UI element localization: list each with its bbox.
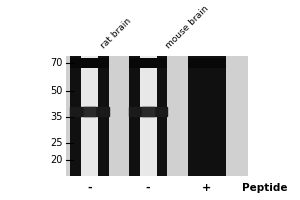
Text: -: - bbox=[87, 183, 92, 193]
Text: rat brain: rat brain bbox=[99, 17, 133, 51]
Text: -: - bbox=[146, 183, 151, 193]
Polygon shape bbox=[142, 107, 154, 116]
Bar bbox=[81, 56, 98, 176]
Text: mouse brain: mouse brain bbox=[164, 4, 210, 51]
Text: 70: 70 bbox=[51, 58, 63, 68]
Bar bbox=[66, 56, 248, 176]
Bar bbox=[188, 58, 226, 68]
Text: +: + bbox=[202, 183, 212, 193]
Text: Peptide: Peptide bbox=[242, 183, 288, 193]
Polygon shape bbox=[129, 107, 167, 116]
Bar bbox=[70, 56, 109, 176]
Bar bbox=[129, 58, 167, 68]
Bar bbox=[129, 56, 167, 176]
Text: 35: 35 bbox=[51, 112, 63, 122]
Text: 20: 20 bbox=[51, 155, 63, 165]
Bar bbox=[188, 56, 226, 176]
Bar bbox=[70, 58, 109, 68]
Polygon shape bbox=[84, 107, 95, 116]
Text: 25: 25 bbox=[50, 138, 63, 148]
Bar bbox=[140, 56, 157, 176]
Polygon shape bbox=[70, 107, 109, 116]
Text: 50: 50 bbox=[51, 86, 63, 96]
